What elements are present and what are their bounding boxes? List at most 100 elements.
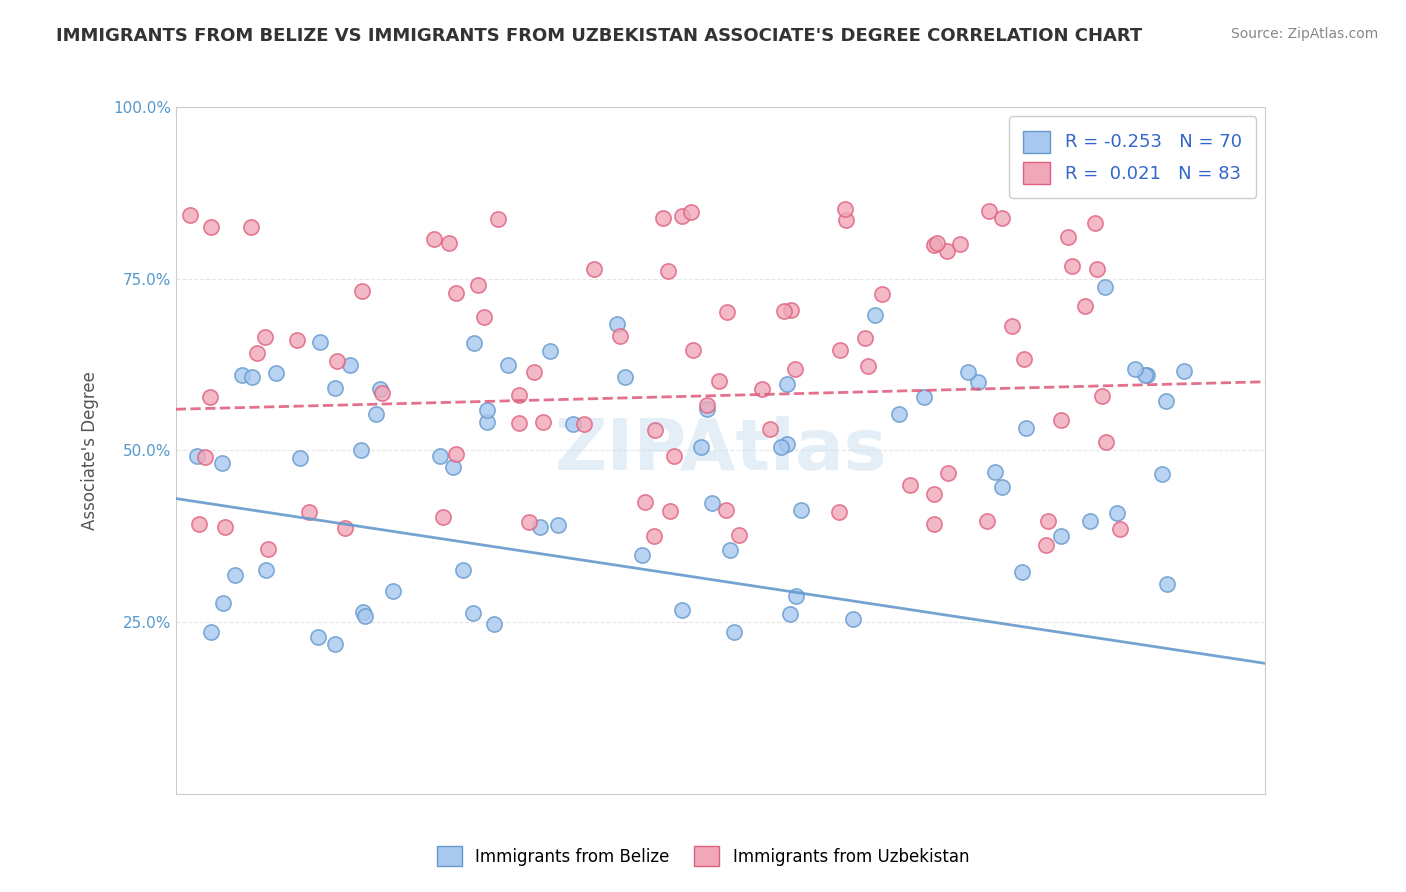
- Point: [671, 209, 693, 223]
- Point: [482, 616, 505, 631]
- Legend: Immigrants from Belize, Immigrants from Uzbekistan: Immigrants from Belize, Immigrants from …: [429, 838, 977, 875]
- Point: [231, 368, 253, 382]
- Point: [547, 518, 569, 533]
- Point: [463, 335, 485, 350]
- Point: [834, 202, 856, 216]
- Point: [475, 415, 498, 429]
- Point: [1133, 368, 1156, 382]
- Point: [326, 354, 349, 368]
- Point: [444, 447, 467, 461]
- Point: [240, 369, 263, 384]
- Point: [780, 302, 803, 317]
- Point: [898, 478, 921, 492]
- Point: [723, 625, 745, 640]
- Point: [728, 528, 751, 542]
- Point: [1001, 319, 1024, 334]
- Point: [333, 520, 356, 534]
- Point: [441, 460, 464, 475]
- Point: [239, 219, 262, 234]
- Point: [486, 211, 509, 226]
- Point: [949, 236, 972, 251]
- Point: [630, 548, 652, 562]
- Point: [1136, 368, 1159, 382]
- Point: [1094, 280, 1116, 294]
- Point: [538, 344, 561, 359]
- Point: [966, 376, 988, 390]
- Point: [976, 514, 998, 528]
- Text: ZIPAtlas: ZIPAtlas: [554, 416, 887, 485]
- Point: [614, 370, 637, 384]
- Point: [370, 386, 392, 401]
- Point: [853, 330, 876, 344]
- Point: [186, 449, 208, 463]
- Point: [437, 235, 460, 250]
- Point: [1107, 506, 1129, 520]
- Point: [657, 264, 679, 278]
- Point: [187, 517, 209, 532]
- Point: [508, 388, 530, 402]
- Point: [1057, 230, 1080, 244]
- Point: [451, 564, 474, 578]
- Point: [785, 362, 807, 376]
- Point: [936, 466, 959, 480]
- Point: [264, 366, 287, 380]
- Point: [785, 589, 807, 603]
- Point: [1015, 421, 1038, 435]
- Point: [1050, 413, 1073, 427]
- Point: [285, 333, 308, 347]
- Y-axis label: Associate's Degree: Associate's Degree: [82, 371, 98, 530]
- Point: [475, 402, 498, 417]
- Point: [1049, 529, 1071, 543]
- Point: [775, 376, 797, 391]
- Point: [517, 516, 540, 530]
- Point: [1095, 435, 1118, 450]
- Point: [834, 212, 856, 227]
- Point: [690, 440, 713, 454]
- Point: [429, 449, 451, 463]
- Point: [298, 505, 321, 519]
- Point: [922, 237, 945, 252]
- Point: [634, 495, 657, 509]
- Point: [307, 631, 329, 645]
- Point: [350, 443, 373, 458]
- Legend: R = -0.253   N = 70, R =  0.021   N = 83: R = -0.253 N = 70, R = 0.021 N = 83: [1010, 116, 1257, 198]
- Point: [887, 407, 910, 421]
- Point: [1074, 299, 1097, 313]
- Point: [671, 603, 693, 617]
- Point: [432, 510, 454, 524]
- Point: [323, 381, 346, 395]
- Point: [508, 416, 530, 430]
- Point: [463, 607, 485, 621]
- Point: [776, 437, 799, 451]
- Point: [1173, 364, 1195, 378]
- Point: [1083, 216, 1105, 230]
- Point: [922, 486, 945, 500]
- Point: [246, 345, 269, 359]
- Point: [772, 303, 794, 318]
- Point: [446, 286, 468, 301]
- Point: [368, 383, 391, 397]
- Point: [1156, 577, 1178, 591]
- Point: [856, 359, 879, 373]
- Point: [350, 284, 373, 298]
- Point: [290, 450, 312, 465]
- Point: [561, 417, 583, 432]
- Point: [644, 424, 666, 438]
- Point: [709, 375, 731, 389]
- Point: [194, 450, 217, 464]
- Point: [1087, 262, 1109, 277]
- Point: [700, 496, 723, 510]
- Point: [758, 422, 780, 436]
- Point: [716, 304, 738, 318]
- Point: [1154, 394, 1177, 409]
- Point: [254, 563, 277, 577]
- Point: [257, 542, 280, 557]
- Point: [339, 358, 361, 372]
- Point: [254, 330, 277, 344]
- Point: [912, 390, 935, 404]
- Point: [1011, 566, 1033, 580]
- Point: [790, 503, 813, 517]
- Text: Source: ZipAtlas.com: Source: ZipAtlas.com: [1230, 27, 1378, 41]
- Point: [714, 503, 737, 517]
- Point: [179, 208, 201, 222]
